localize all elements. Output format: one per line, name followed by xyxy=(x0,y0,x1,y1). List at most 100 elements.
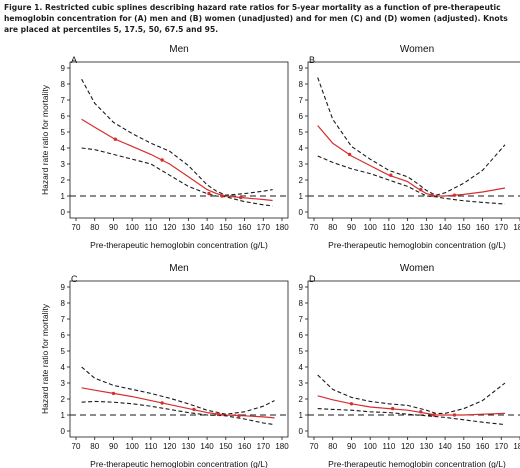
x-tick-label: 160 xyxy=(238,223,252,232)
estimate-line xyxy=(81,118,273,202)
plot-frame xyxy=(307,61,520,219)
x-tick-label: 170 xyxy=(495,442,509,451)
ci-upper-line xyxy=(317,77,506,196)
y-tick-label: 7 xyxy=(61,96,66,105)
y-tick-label: 5 xyxy=(299,128,304,137)
panel-title: Men xyxy=(169,263,188,274)
y-tick-label: 0 xyxy=(299,427,304,436)
x-tick-label: 100 xyxy=(364,223,378,232)
x-tick-label: 130 xyxy=(182,442,196,451)
plot-frame xyxy=(307,280,520,438)
panel-title: Women xyxy=(400,263,434,274)
x-tick-label: 80 xyxy=(328,442,337,451)
knot-marker xyxy=(160,401,164,405)
x-tick-label: 70 xyxy=(310,223,319,232)
y-tick-label: 9 xyxy=(61,64,66,73)
knot-marker xyxy=(237,414,241,418)
x-tick-label: 70 xyxy=(310,442,319,451)
y-tick-label: 5 xyxy=(61,347,66,356)
y-tick-label: 4 xyxy=(299,144,304,153)
x-tick-label: 180 xyxy=(275,442,289,451)
x-axis-label: Pre-therapeutic hemoglobin concentration… xyxy=(90,459,268,468)
y-tick-label: 8 xyxy=(299,299,304,308)
x-tick-label: 110 xyxy=(145,442,158,451)
y-tick-label: 1 xyxy=(299,411,304,420)
panel-a: Men A 0 1 2 3 4 5 6 7 8 9 70 80 90 100 110 120 130 140 150 16… xyxy=(40,44,289,250)
x-tick-label: 180 xyxy=(513,223,520,232)
x-tick-label: 100 xyxy=(364,442,378,451)
y-tick-label: 2 xyxy=(299,176,304,185)
knot-marker xyxy=(432,413,436,417)
knot-marker xyxy=(207,191,211,196)
panel-c: Men C 0 1 2 3 4 5 6 7 8 9 70 80 90 100 110 120 130 140 150 16… xyxy=(40,263,289,468)
y-tick-label: 6 xyxy=(61,112,66,121)
y-axis-label: Hazard rate ratio for mortality xyxy=(40,84,50,195)
y-tick-label: 4 xyxy=(299,363,304,372)
ci-upper-line xyxy=(81,366,275,415)
x-tick-label: 120 xyxy=(163,442,177,451)
knot-marker xyxy=(347,152,352,157)
knot-marker xyxy=(452,413,457,417)
x-tick-label: 150 xyxy=(219,442,233,451)
y-tick-label: 3 xyxy=(299,160,304,169)
x-tick-label: 100 xyxy=(126,442,140,451)
ci-lower-line xyxy=(81,400,275,426)
x-tick-label: 130 xyxy=(420,223,434,232)
plot-frame xyxy=(69,61,289,219)
ci-lower-line xyxy=(317,408,506,426)
y-tick-label: 8 xyxy=(299,80,304,89)
x-tick-label: 180 xyxy=(513,442,520,451)
x-tick-label: 80 xyxy=(328,223,337,232)
estimate-line xyxy=(317,125,506,197)
x-axis-label: Pre-therapeutic hemoglobin concentration… xyxy=(328,459,506,468)
x-tick-label: 90 xyxy=(347,442,356,451)
x-tick-label: 130 xyxy=(182,223,196,232)
ci-lower-line xyxy=(317,155,506,205)
knot-marker xyxy=(220,194,224,198)
knot-marker xyxy=(113,137,118,141)
y-tick-label: 2 xyxy=(299,395,304,404)
panel-b: Women B 0 1 2 3 4 5 6 7 8 9 70 80 90 100 110 120 130 140 150… xyxy=(299,44,520,250)
x-tick-label: 120 xyxy=(401,223,415,232)
x-tick-label: 90 xyxy=(109,442,118,451)
y-tick-label: 7 xyxy=(299,96,304,105)
x-tick-label: 80 xyxy=(90,223,99,232)
x-tick-label: 140 xyxy=(438,442,452,451)
knot-marker xyxy=(192,407,196,412)
x-tick-label: 150 xyxy=(457,442,471,451)
x-tick-label: 70 xyxy=(72,442,81,451)
x-tick-label: 120 xyxy=(163,223,177,232)
y-tick-label: 0 xyxy=(61,208,66,217)
x-tick-label: 170 xyxy=(257,442,271,451)
x-tick-label: 120 xyxy=(401,442,415,451)
knot-marker xyxy=(239,195,243,200)
y-tick-label: 6 xyxy=(61,331,66,340)
x-tick-label: 180 xyxy=(275,223,289,232)
panel-letter: B xyxy=(309,55,315,65)
x-tick-label: 160 xyxy=(476,442,490,451)
x-tick-label: 70 xyxy=(72,223,81,232)
y-tick-label: 3 xyxy=(61,379,66,388)
knot-marker xyxy=(430,193,434,197)
x-tick-label: 110 xyxy=(145,223,158,232)
knot-marker xyxy=(349,402,354,406)
y-tick-label: 6 xyxy=(299,112,304,121)
x-tick-label: 150 xyxy=(457,223,471,232)
x-tick-label: 90 xyxy=(347,223,356,232)
y-tick-label: 2 xyxy=(61,395,66,404)
x-tick-label: 130 xyxy=(420,442,434,451)
y-tick-label: 6 xyxy=(299,331,304,340)
panel-letter: A xyxy=(71,55,77,65)
x-tick-label: 140 xyxy=(438,223,452,232)
panel-title: Men xyxy=(169,44,188,55)
knot-marker xyxy=(419,187,423,192)
y-tick-label: 8 xyxy=(61,80,66,89)
x-tick-label: 150 xyxy=(219,223,233,232)
figure-caption: Figure 1. Restricted cubic splines descr… xyxy=(4,3,508,34)
x-axis-label: Pre-therapeutic hemoglobin concentration… xyxy=(328,240,506,250)
x-tick-label: 170 xyxy=(257,223,271,232)
x-tick-label: 100 xyxy=(126,223,140,232)
y-tick-label: 7 xyxy=(299,315,304,324)
x-tick-label: 170 xyxy=(495,223,509,232)
ci-upper-line xyxy=(317,374,506,414)
